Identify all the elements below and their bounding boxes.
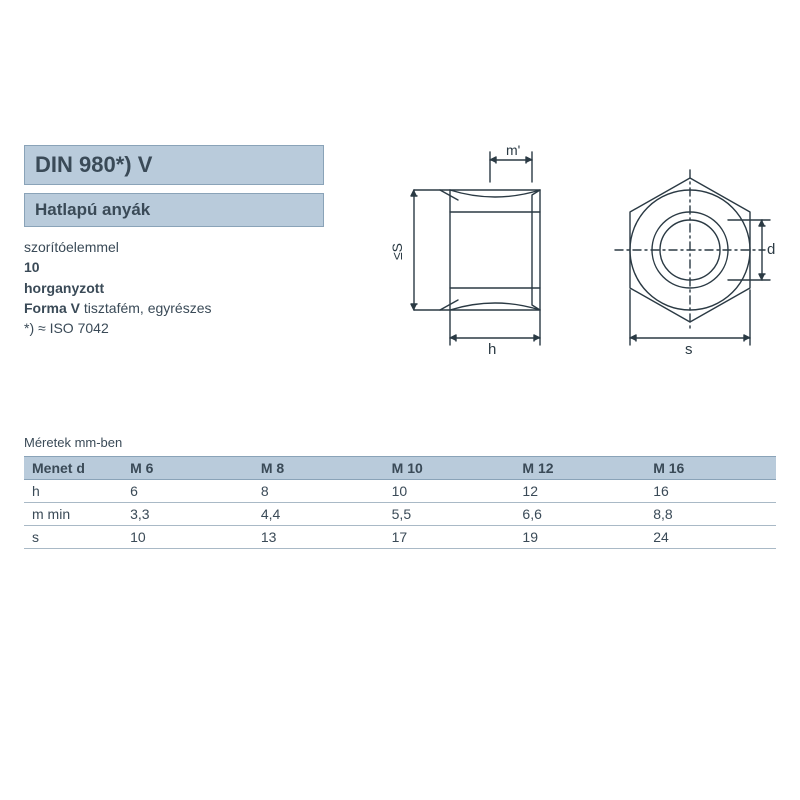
dimensions-caption: Méretek mm-ben — [24, 435, 776, 450]
cell: 12 — [514, 480, 645, 503]
desc-line-4-bold: Forma V — [24, 300, 80, 316]
label-s-le: ≤S — [389, 243, 405, 260]
cell: 10 — [384, 480, 515, 503]
subtitle-bar: Hatlapú anyák — [24, 193, 324, 227]
cell: 8,8 — [645, 503, 776, 526]
label-m-prime: m' — [506, 142, 520, 158]
cell: 5,5 — [384, 503, 515, 526]
label-s: s — [685, 341, 693, 358]
col-header: M 12 — [514, 457, 645, 480]
cell: 3,3 — [122, 503, 253, 526]
row-label: s — [24, 526, 122, 549]
row-label: h — [24, 480, 122, 503]
header-label: Menet d — [24, 457, 122, 480]
col-header: M 16 — [645, 457, 776, 480]
cell: 6,6 — [514, 503, 645, 526]
label-d: d — [767, 241, 775, 258]
col-header: M 10 — [384, 457, 515, 480]
table-header-row: Menet d M 6 M 8 M 10 M 12 M 16 — [24, 457, 776, 480]
cell: 4,4 — [253, 503, 384, 526]
table-row: m min3,34,45,56,68,8 — [24, 503, 776, 526]
cell: 6 — [122, 480, 253, 503]
technical-diagram: m' ≤S — [350, 140, 780, 380]
col-header: M 8 — [253, 457, 384, 480]
page-title: DIN 980*) V — [35, 152, 313, 178]
desc-line-4-rest: tisztafém, egyrészes — [80, 300, 212, 316]
cell: 10 — [122, 526, 253, 549]
cell: 17 — [384, 526, 515, 549]
title-bar: DIN 980*) V — [24, 145, 324, 185]
cell: 16 — [645, 480, 776, 503]
cell: 24 — [645, 526, 776, 549]
dimensions-table: Menet d M 6 M 8 M 10 M 12 M 16 h68101216… — [24, 456, 776, 549]
cell: 8 — [253, 480, 384, 503]
row-label: m min — [24, 503, 122, 526]
table-row: h68101216 — [24, 480, 776, 503]
page-subtitle: Hatlapú anyák — [35, 200, 313, 220]
cell: 13 — [253, 526, 384, 549]
table-row: s1013171924 — [24, 526, 776, 549]
label-h: h — [488, 341, 496, 358]
cell: 19 — [514, 526, 645, 549]
col-header: M 6 — [122, 457, 253, 480]
